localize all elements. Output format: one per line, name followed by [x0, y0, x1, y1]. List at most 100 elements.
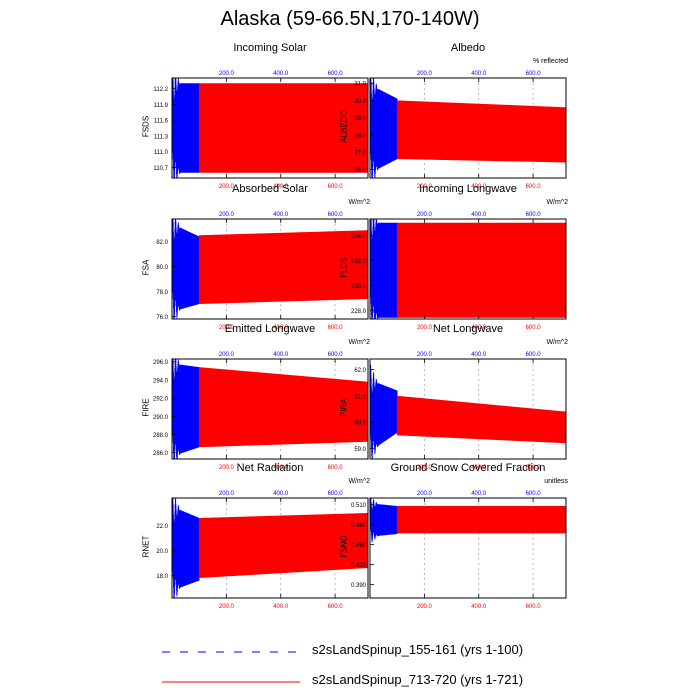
panel-7-ytick-label-3: 22.0	[156, 524, 168, 530]
panel-3-ytick-label-1: 76.0	[156, 315, 168, 321]
panel-4-units: W/m^2	[546, 199, 568, 206]
panel-1-top-tick-label-1: 200.0	[219, 71, 235, 77]
panel-5-bottom-tick-label-3: 600.0	[328, 465, 344, 471]
panel-3-series-1-trace	[172, 219, 200, 319]
panel-1-top-tick-label-3: 600.0	[328, 71, 344, 77]
panel-7-series-2	[198, 513, 368, 578]
panel-7-frame	[171, 497, 369, 599]
panel-6-top-tick-label-1: 200.0	[417, 352, 433, 358]
panel-7-bottom-tick-label-2: 400.0	[273, 604, 289, 610]
panel-2-top-tick-label-2: 400.0	[471, 71, 487, 77]
legend-item-1: s2sLandSpinup_155-161 (yrs 1-100)	[162, 642, 523, 662]
panel-7-series-2-trace	[198, 513, 368, 578]
panel-2-ytick-label-6: 31.0	[354, 82, 366, 88]
panel-4-series-1	[370, 219, 398, 319]
panel-8-ytick-label-1: 0.390	[351, 583, 367, 589]
panel-8-series-1-trace	[370, 498, 398, 543]
legend-label-2: s2sLandSpinup_713-720 (yrs 1-721)	[312, 672, 524, 687]
panel-4-ytick-label-4: 234.0	[351, 234, 367, 240]
panel-6-units: W/m^2	[546, 339, 568, 346]
panel-4-top-tick-label-1: 200.0	[417, 212, 433, 218]
panel-4-top-tick-label-2: 400.0	[471, 212, 487, 218]
panel-8-top-tick-label-2: 400.0	[471, 491, 487, 497]
panel-2-units: % reflected	[532, 58, 568, 65]
panel-8-series-1	[370, 498, 398, 543]
panel-1-plot: 110.7 111.0 111.3 111.6 111.9 112.2 200.0 200.0…	[153, 71, 369, 190]
panel-5-ytick-label-5: 294.0	[153, 378, 169, 384]
panel-4-series-2	[396, 222, 566, 318]
panel-1-series-1-trace	[172, 78, 200, 178]
panel-4-ytick-label-2: 230.0	[351, 284, 367, 290]
panel-2-title: Albedo	[450, 42, 486, 54]
panel-5-series-1	[172, 359, 200, 459]
panel-1-ytick-label-3: 111.3	[154, 134, 169, 140]
panel-8-ytick-label-2: 0.420	[351, 563, 367, 569]
panel-2-ytick-label-2: 27.0	[354, 151, 366, 157]
panel-7-series-1-trace	[172, 498, 200, 598]
panel-1-ytick-label-4: 111.6	[154, 119, 169, 125]
panel-6-series-1	[370, 364, 398, 459]
panel-1-series-2	[198, 83, 368, 173]
panel-4-ytick-label-1: 228.0	[351, 309, 367, 315]
panel-8-top-tick-label-3: 600.0	[526, 491, 542, 497]
page-title: Alaska (59-66.5N,170-140W)	[220, 8, 480, 30]
panel-3-bottom-tick-label-3: 600.0	[328, 325, 344, 331]
panel-2-top-tick-label-1: 200.0	[417, 71, 433, 77]
panel-5-bottom-tick-label-1: 200.0	[219, 465, 235, 471]
panel-5-top-tick-label-2: 400.0	[273, 352, 289, 358]
panel-4-frame	[369, 218, 567, 320]
panel-5-series-2-trace	[198, 367, 368, 448]
panel-1-ytick-label-5: 111.9	[154, 103, 169, 109]
panel-6-title: Net Longwave	[432, 323, 504, 335]
panel-6-bottom-tick-label-1: 200.0	[417, 465, 433, 471]
panel-1-title: Incoming Solar	[233, 42, 307, 54]
panel-5-ytick-label-2: 288.0	[153, 433, 169, 439]
panel-3-frame	[171, 218, 369, 320]
panel-8-title: Ground Snow Covered Fraction	[390, 462, 546, 474]
panel-3-plot: 76.0 78.0 80.0 82.0 200.0 200.0 400.0 400.0 600.…	[156, 212, 369, 331]
panel-2-series-2-trace	[396, 100, 566, 163]
panel-2-bottom-tick-label-1: 200.0	[417, 184, 433, 190]
panel-1-bottom-tick-label-1: 200.0	[219, 184, 235, 190]
panel-6-frame	[369, 358, 567, 460]
legend-item-2: s2sLandSpinup_713-720 (yrs 1-721)	[162, 672, 523, 692]
panel-3-units: W/m^2	[348, 199, 370, 206]
panel-5-frame	[171, 358, 369, 460]
panel-3-ytick-label-2: 78.0	[156, 290, 168, 296]
panel-6-series-2-trace	[396, 395, 566, 444]
panel-2-ytick-label-3: 28.0	[354, 133, 366, 139]
panel-6-plot: 59.0 60.0 61.0 62.0 200.0 200.0 400.0 400.0 600.…	[354, 352, 567, 471]
panel-7-series-1	[172, 498, 200, 598]
panel-5-ytick-label-6: 296.0	[153, 360, 169, 366]
panel-5-plot: 286.0 288.0 290.0 292.0 294.0 296.0 200.0 200.0…	[153, 352, 369, 471]
panel-8-ytick-label-4: 0.480	[351, 523, 367, 529]
panel-4-bottom-tick-label-2: 400.0	[471, 325, 487, 331]
panel-1-ytick-label-1: 110.7	[153, 166, 168, 172]
panel-2-bottom-tick-label-3: 600.0	[526, 184, 542, 190]
panel-5-title: Emitted Longwave	[224, 323, 316, 335]
panel-5-units: W/m^2	[348, 339, 370, 346]
panel-6-ytick-label-4: 62.0	[354, 368, 366, 374]
panel-1-ytick-label-2: 111.0	[154, 150, 169, 156]
panel-6-ytick-label-2: 60.0	[354, 421, 366, 427]
panel-6-series-2	[396, 395, 566, 444]
panel-7-top-tick-label-2: 400.0	[273, 491, 289, 497]
panel-5-top-tick-label-3: 600.0	[328, 352, 344, 358]
panel-2-ytick-label-1: 26.0	[354, 168, 366, 174]
panel-3-top-tick-label-1: 200.0	[219, 212, 235, 218]
panel-6-ytick-label-3: 61.0	[354, 394, 366, 400]
panel-1-series-2-trace	[198, 83, 368, 173]
panel-5-top-tick-label-1: 200.0	[219, 352, 235, 358]
panel-1-series-1	[172, 78, 200, 178]
panel-8-bottom-tick-label-3: 600.0	[526, 604, 542, 610]
panel-3-series-2-trace	[198, 230, 368, 304]
panel-5-ytick-label-4: 292.0	[153, 397, 169, 403]
panel-1-top-tick-label-2: 400.0	[273, 71, 289, 77]
panel-1-frame	[171, 77, 369, 179]
panel-8-bottom-tick-label-2: 400.0	[471, 604, 487, 610]
panel-4-series-2-trace	[396, 222, 566, 318]
panel-8-series-2	[396, 506, 566, 534]
panel-6-bottom-tick-label-2: 400.0	[471, 465, 487, 471]
panel-6-bottom-tick-label-3: 600.0	[526, 465, 542, 471]
panel-3-ytick-label-3: 80.0	[156, 265, 168, 271]
